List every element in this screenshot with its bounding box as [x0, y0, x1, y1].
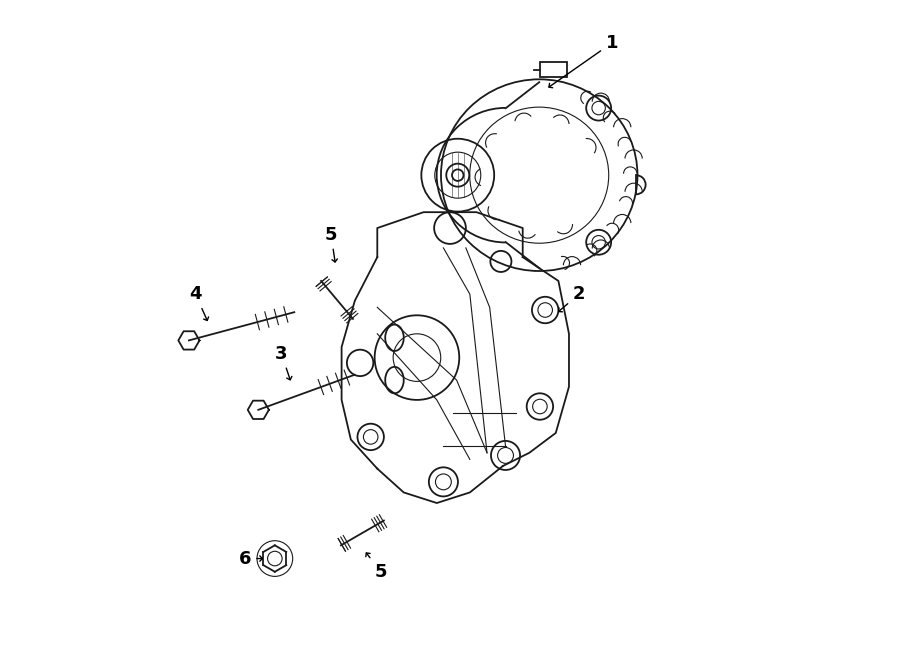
Text: 2: 2	[559, 285, 585, 312]
Text: 5: 5	[365, 553, 387, 581]
Text: 5: 5	[325, 225, 338, 262]
Text: 3: 3	[275, 344, 292, 380]
Text: 4: 4	[189, 285, 209, 321]
Text: 6: 6	[238, 549, 263, 568]
Text: 1: 1	[549, 34, 618, 88]
